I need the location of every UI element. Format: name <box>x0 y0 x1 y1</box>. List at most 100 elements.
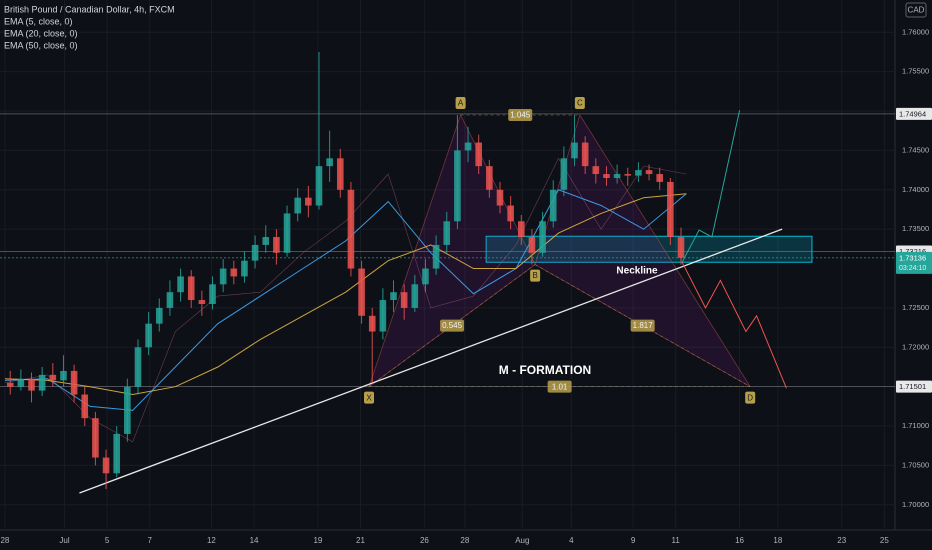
neckline-label: Neckline <box>616 266 658 277</box>
pattern-point-box <box>574 96 585 109</box>
x-tick-label: 25 <box>880 536 889 545</box>
plot-area: X A B C D 1.045 0.545 1.817 1.01 Neckline M - FORM… <box>0 51 895 494</box>
x-tick-label: 9 <box>631 536 636 545</box>
currency-box <box>905 2 927 18</box>
pattern-point-box <box>364 391 375 404</box>
candle-body <box>496 189 504 206</box>
y-tick-label: 1.74000 <box>902 185 929 194</box>
x-tick-label: 14 <box>250 536 259 545</box>
candle-body <box>677 237 685 258</box>
price-label: 1.73136 <box>899 253 926 262</box>
candle-body <box>613 174 621 178</box>
candle-body <box>113 433 120 474</box>
grid <box>0 0 895 530</box>
y-tick-label: 1.73500 <box>902 224 929 233</box>
x-tick-label: 19 <box>313 536 322 545</box>
pattern-ratio-line <box>534 264 751 387</box>
y-tick-label: 1.72000 <box>902 342 929 351</box>
pattern-point-label: C <box>577 99 583 108</box>
candle-body <box>422 268 429 285</box>
candle-body <box>315 166 323 206</box>
ratio-label: 1.01 <box>552 382 568 391</box>
candle-body <box>60 370 67 381</box>
candle-body <box>390 292 397 301</box>
candle-body <box>38 374 46 391</box>
y-tick-label: 1.76000 <box>902 27 929 36</box>
candle-body <box>28 378 35 391</box>
candle-body <box>198 300 206 304</box>
candle-body <box>70 370 78 395</box>
candle-body <box>145 323 152 348</box>
candle-body <box>219 268 227 285</box>
pattern-point-label: B <box>532 271 537 280</box>
candle-body <box>581 142 589 167</box>
pattern-point-box <box>745 391 756 404</box>
projection-path <box>681 110 741 263</box>
price-label: 1.71501 <box>899 382 926 391</box>
x-tick-label: 4 <box>569 536 574 545</box>
candle-body <box>283 213 291 253</box>
candle-body <box>209 284 216 304</box>
countdown-label: 03:24:10 <box>899 265 926 272</box>
candle-body <box>273 237 280 253</box>
x-tick-label: 28 <box>460 536 469 545</box>
x-tick-label: Jul <box>59 536 69 545</box>
candle-body <box>464 142 472 151</box>
x-tick-label: 26 <box>420 536 429 545</box>
candle-body <box>102 457 110 474</box>
y-tick-label: 1.75500 <box>902 67 929 76</box>
legend-entry: EMA (50, close, 0) <box>4 40 78 50</box>
candle-body <box>294 197 301 214</box>
chart-title: British Pound / Canadian Dollar, 4h, FXC… <box>4 4 175 14</box>
ema-line <box>4 189 687 411</box>
candle-body <box>379 300 387 332</box>
candle-body <box>305 197 312 206</box>
candle-body <box>336 158 344 190</box>
pattern-point-box <box>455 96 466 109</box>
candle-body <box>645 170 653 175</box>
price-label-box <box>896 380 932 393</box>
candle-body <box>134 347 142 387</box>
legend-entry: EMA (5, close, 0) <box>4 16 73 26</box>
candle-body <box>230 268 238 277</box>
y-tick-label: 1.72500 <box>902 303 929 312</box>
currency: CAD <box>908 6 925 15</box>
candle-body <box>624 174 632 176</box>
y-tick-label: 1.70500 <box>902 460 929 469</box>
x-tick-label: 18 <box>773 536 782 545</box>
x-tick-label: 16 <box>735 536 744 545</box>
y-tick-label: 1.70000 <box>902 500 929 509</box>
ema-line <box>4 193 687 396</box>
candle-body <box>166 292 174 308</box>
x-tick-label: 5 <box>105 536 110 545</box>
candle-body <box>187 276 195 301</box>
x-tick-label: 11 <box>672 536 681 545</box>
candle-body <box>124 386 131 434</box>
candle-body <box>603 174 610 178</box>
candle-body <box>326 158 333 167</box>
candle-body <box>368 315 376 332</box>
candle-body <box>549 189 557 222</box>
candle-body <box>92 418 99 458</box>
axes: 28 Jul 5 7 12 14 19 21 26 28 Aug 4 9 11 16 18 23 25 1.7000… <box>0 27 932 545</box>
candle-body <box>411 284 419 308</box>
candle-body <box>539 221 546 253</box>
candle-body <box>571 142 578 159</box>
ratio-box <box>547 380 572 393</box>
candle-body <box>49 374 57 381</box>
candle-body <box>251 244 259 261</box>
ratio-box <box>508 108 533 121</box>
candle-body <box>635 170 642 176</box>
x-tick-label: 23 <box>837 536 846 545</box>
trendline <box>79 228 783 494</box>
x-tick-label: 28 <box>0 536 9 545</box>
pattern-point-box <box>530 269 541 282</box>
projection-path <box>681 261 787 389</box>
candle-body <box>486 166 493 190</box>
candle-body <box>177 276 184 293</box>
candle-body <box>475 142 482 167</box>
legend-entry: EMA (20, close, 0) <box>4 28 78 38</box>
candle-body <box>656 174 663 182</box>
pattern-point-label: X <box>366 393 372 402</box>
